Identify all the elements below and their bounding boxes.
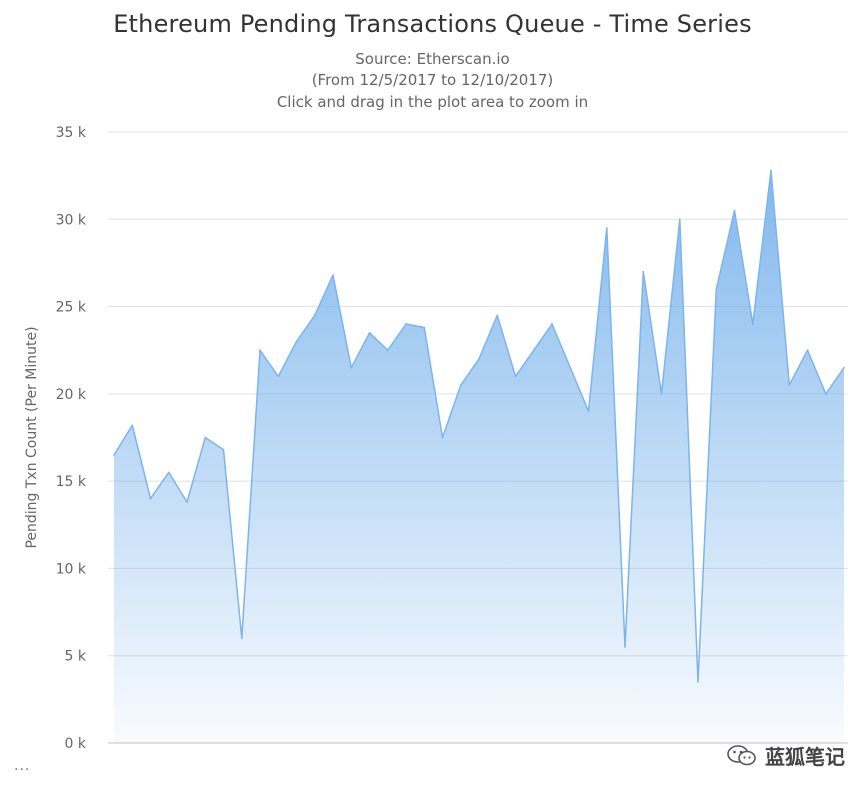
series-point: [186, 501, 188, 503]
series-point: [587, 410, 590, 413]
series-point: [496, 314, 499, 317]
series-area-fill: [114, 170, 844, 743]
series-point: [514, 375, 517, 378]
series-point: [241, 637, 243, 640]
y-axis: 0 k 5 k 10 k 15 k 20 k 25 k 30 k 35 k: [56, 125, 87, 752]
series-point: [843, 366, 845, 369]
ellipsis: ...: [14, 758, 31, 774]
series-point: [806, 349, 809, 352]
y-tick-label: 10 k: [56, 561, 87, 577]
series-point: [222, 448, 225, 451]
watermark: 蓝狐笔记: [727, 741, 845, 770]
series-point: [788, 384, 791, 386]
y-tick-label: 15 k: [56, 474, 87, 490]
series-point: [478, 358, 480, 360]
series-point: [332, 274, 334, 276]
series-point: [387, 349, 389, 352]
y-tick-label: 20 k: [56, 387, 87, 403]
series-point: [679, 218, 681, 221]
series-point: [277, 375, 280, 378]
series-point: [149, 497, 152, 500]
series-point: [168, 471, 170, 474]
series-point: [350, 366, 353, 369]
watermark-text: 蓝狐笔记: [765, 745, 845, 769]
y-tick-label: 5 k: [65, 649, 87, 665]
series-point: [642, 270, 645, 273]
series-point: [368, 332, 371, 334]
series-point: [752, 323, 754, 325]
series-point: [314, 314, 316, 317]
series-point: [460, 384, 462, 386]
series-point: [551, 323, 553, 325]
series-point: [770, 169, 772, 172]
series-point: [825, 393, 827, 395]
wechat-icon: [727, 744, 756, 765]
series-point: [606, 227, 608, 229]
series-point: [569, 366, 572, 369]
series-point: [204, 436, 207, 439]
y-tick-label: 25 k: [56, 300, 87, 316]
series-point: [295, 340, 298, 343]
series-point: [259, 349, 261, 352]
series-point: [624, 646, 626, 648]
series-point: [533, 349, 535, 352]
chart-subtitle-date-range: (From 12/5/2017 to 12/10/2017): [311, 71, 554, 89]
series-point: [715, 288, 718, 290]
series-point: [131, 424, 134, 427]
series-area: [113, 169, 845, 743]
series-point: [113, 454, 115, 456]
series-point: [441, 436, 444, 439]
y-tick-label: 30 k: [56, 212, 87, 228]
series-point: [697, 681, 699, 683]
chart-subtitle-zoom-hint: Click and drag in the plot area to zoom …: [276, 93, 589, 111]
chart-title: Ethereum Pending Transactions Queue - Ti…: [113, 10, 752, 38]
y-tick-label: 35 k: [56, 125, 87, 141]
chart-subtitle-source: Source: Etherscan.io: [355, 50, 510, 68]
y-tick-label: 0 k: [65, 736, 87, 752]
series-point: [405, 323, 407, 325]
series-point: [733, 209, 736, 212]
series-point: [423, 326, 426, 329]
y-axis-label: Pending Txn Count (Per Minute): [24, 326, 40, 548]
series-point: [660, 393, 663, 395]
